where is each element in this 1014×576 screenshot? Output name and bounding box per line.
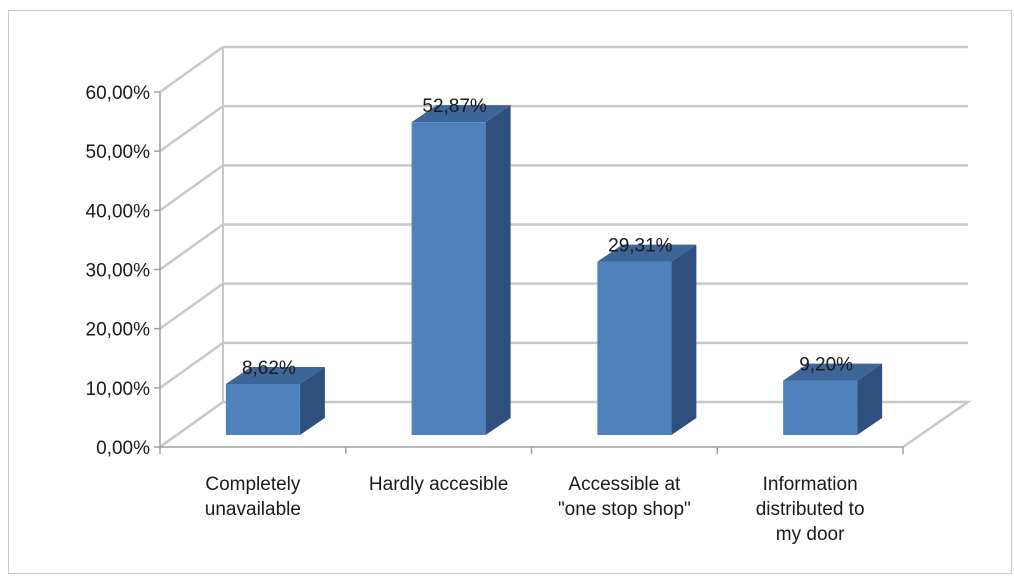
gridline-side	[159, 164, 224, 212]
category-label-line: Information	[763, 474, 858, 495]
bar	[597, 261, 672, 435]
gridline-side	[159, 341, 224, 389]
chart-floor	[159, 400, 973, 449]
bar-side	[857, 363, 883, 435]
category-label-line: distributed to	[756, 499, 865, 520]
gridline-side	[159, 282, 224, 330]
bar-top	[411, 105, 511, 123]
data-label: 29,31%	[608, 236, 673, 257]
bar-2	[597, 244, 697, 435]
category-label-line: Accessible at	[568, 474, 681, 495]
category-label-line: "one stop shop"	[558, 499, 691, 520]
y-tick-label: 40,00%	[86, 201, 151, 222]
bar-top	[597, 244, 697, 262]
bar-side	[671, 244, 697, 435]
gridline-side	[159, 45, 224, 94]
labels: 0,00% 10,00% 20,00% 30,00% 40,00% 50,00% 60,00…	[86, 83, 865, 545]
bar-0	[225, 366, 325, 435]
bar	[411, 122, 486, 435]
bar-top	[783, 363, 883, 381]
axes	[154, 91, 904, 454]
category-label-line: unavailable	[205, 499, 301, 520]
category-label: Completely unavailable	[205, 474, 301, 520]
data-label: 9,20%	[799, 355, 853, 376]
category-label-line: my door	[776, 524, 845, 545]
bar-1	[411, 105, 511, 435]
gridline-side	[159, 223, 224, 271]
bar-top	[225, 366, 325, 384]
bars	[225, 105, 883, 435]
data-label: 52,87%	[422, 96, 487, 117]
y-tick-label: 0,00%	[96, 438, 150, 459]
category-label: Information distributed to my door	[756, 474, 865, 545]
bar	[783, 380, 858, 435]
data-label: 8,62%	[242, 358, 296, 379]
y-tick-label: 60,00%	[86, 83, 151, 104]
bar	[225, 383, 300, 435]
y-tick-label: 30,00%	[86, 261, 151, 282]
bar-side	[299, 366, 325, 435]
y-tick-label: 50,00%	[86, 142, 151, 163]
y-tick-label: 10,00%	[86, 379, 151, 400]
category-label: Hardly accesible	[369, 474, 508, 495]
category-label: Accessible at "one stop shop"	[558, 474, 691, 520]
y-tick-label: 20,00%	[86, 320, 151, 341]
bar-side	[485, 105, 511, 435]
category-label-line: Completely	[205, 474, 301, 495]
gridline-side	[159, 105, 224, 153]
bar-3	[783, 363, 883, 435]
gridlines	[159, 45, 973, 449]
category-label-line: Hardly accesible	[369, 474, 508, 495]
